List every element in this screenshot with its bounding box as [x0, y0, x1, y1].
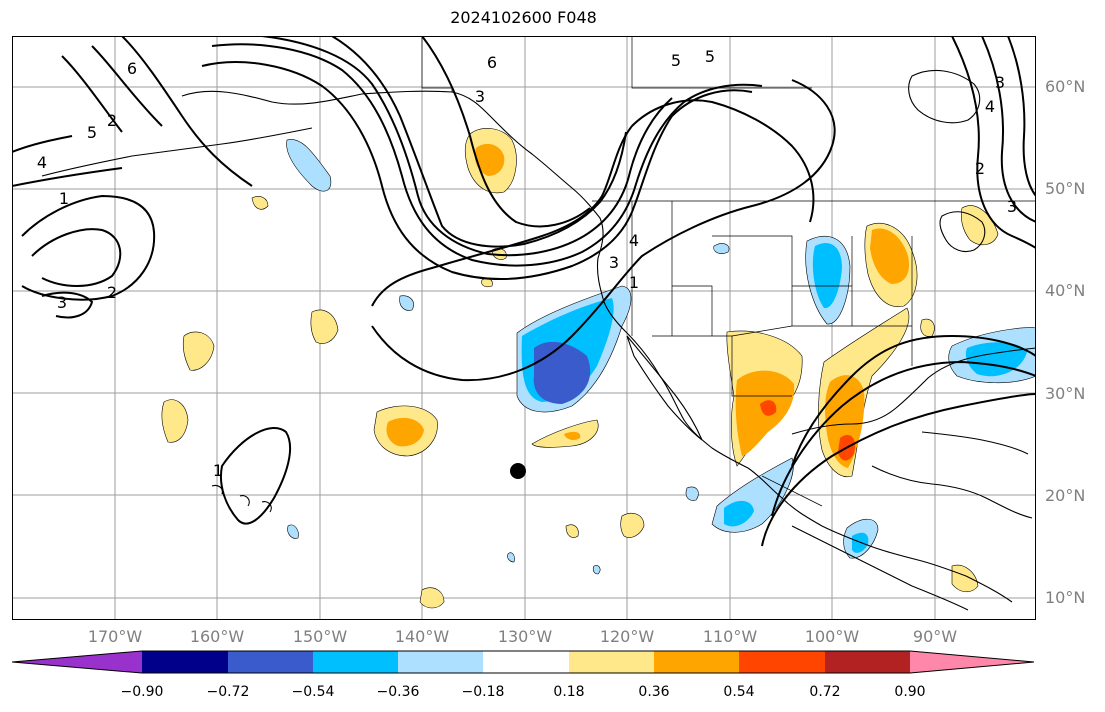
- contour-label: 3: [57, 293, 67, 312]
- great-lakes: [939, 211, 986, 253]
- contour-label: 1: [629, 273, 639, 292]
- contour-trough-a: [201, 61, 753, 281]
- yucatan-coast: [871, 465, 1033, 519]
- colorbar-segment: [910, 651, 1034, 673]
- lat-label: 20°N: [1045, 486, 1086, 505]
- colorbar-tick: −0.72: [206, 684, 250, 700]
- colorbar-tick: −0.54: [291, 684, 335, 700]
- coastlines: [41, 69, 1036, 611]
- contour-gulf-low-3: [761, 393, 1036, 547]
- storm-center-marker: [510, 463, 526, 479]
- colorbar-tick: −0.18: [461, 684, 505, 700]
- contour-cutoff-low-core: [41, 291, 94, 319]
- contour-lines: [12, 36, 1036, 547]
- contour-label: 6: [487, 53, 497, 72]
- aleutian-chain: [41, 127, 313, 177]
- contour-label: 2: [107, 283, 117, 302]
- contour-label: 6: [127, 59, 137, 78]
- lon-label: 130°W: [497, 627, 553, 646]
- contour-label: 5: [671, 51, 681, 70]
- contour-label: 2: [107, 111, 117, 130]
- lon-label: 120°W: [599, 627, 655, 646]
- contour-cutoff-low: [21, 194, 156, 301]
- lat-label: 40°N: [1045, 281, 1086, 300]
- baja-california: [626, 335, 703, 441]
- contour-gulf-low-1: [791, 334, 1036, 467]
- lon-label: 160°W: [189, 627, 245, 646]
- contour-trough-c: [261, 36, 673, 257]
- contour-label: 5: [705, 47, 715, 66]
- colorbar-segment: [228, 651, 313, 673]
- cuba: [921, 431, 1029, 455]
- colorbar-tick: −0.36: [376, 684, 420, 700]
- gulf-coast: [791, 347, 1036, 435]
- lon-label: 110°W: [702, 627, 758, 646]
- colorbar-segment: [825, 651, 910, 673]
- contour-west-3: [61, 55, 123, 133]
- contour-label: 1: [59, 189, 69, 208]
- lon-label: 150°W: [292, 627, 348, 646]
- colorbar-segment: [142, 651, 228, 673]
- colorbar-tick: −0.90: [120, 684, 164, 700]
- lat-label: 10°N: [1045, 588, 1086, 607]
- contour-west-1: [121, 36, 253, 187]
- map-frame: [12, 36, 1036, 620]
- colorbar-segment: [398, 651, 483, 673]
- contour-labels: 6 5 2 3 4 1 2 3 6 5 4 3 1 1 4 3 2 3 5: [37, 47, 1017, 480]
- map-canvas: 6 5 2 3 4 1 2 3 6 5 4 3 1 1 4 3 2 3 5: [12, 36, 1036, 620]
- contour-east-2: [981, 36, 1036, 223]
- colorbar-segment: [12, 651, 142, 673]
- contour-label: 3: [1007, 197, 1017, 216]
- central-america: [791, 525, 969, 611]
- contour-label: 3: [609, 253, 619, 272]
- contour-label: 3: [995, 73, 1005, 92]
- colorbar-segment: [569, 651, 654, 673]
- contour-ridge-1: [371, 99, 815, 307]
- colorbar: [12, 650, 1035, 674]
- map-panel: 6 5 2 3 4 1 2 3 6 5 4 3 1 1 4 3 2 3 5: [12, 36, 1036, 620]
- colorbar-segment: [739, 651, 825, 673]
- map-title: 2024102600 F048: [450, 8, 597, 27]
- contour-cutoff-low-inner: [31, 228, 122, 287]
- lat-label: 50°N: [1045, 179, 1086, 198]
- contour-ridge-2: [371, 79, 836, 382]
- colorbar-tick: 0.18: [553, 684, 585, 700]
- contour-label: 4: [37, 153, 47, 172]
- colorbar-segment: [313, 651, 398, 673]
- contour-label: 2: [975, 159, 985, 178]
- colorbar-tick: 0.72: [809, 684, 841, 700]
- lat-label: 60°N: [1045, 77, 1086, 96]
- hudson-bay: [908, 69, 981, 124]
- contour-label: 1: [213, 461, 223, 480]
- contour-label: 4: [985, 97, 995, 116]
- colorbar-tick: 0.36: [638, 684, 670, 700]
- north-america-west-coast: [181, 90, 1013, 603]
- colorbar-segment: [483, 651, 569, 673]
- lon-label: 100°W: [804, 627, 860, 646]
- contour-label: 4: [629, 231, 639, 250]
- contour-east-1: [951, 36, 1036, 249]
- contour-gulf-low-2: [771, 360, 1036, 517]
- contour-west-4: [12, 135, 73, 153]
- contour-east-3: [1007, 36, 1036, 197]
- contour-label: 3: [475, 87, 485, 106]
- neg-fill-offshore-core: [533, 341, 591, 404]
- contour-trough-d: [331, 36, 627, 248]
- lon-label: 90°W: [912, 627, 958, 646]
- contour-south-low: [220, 427, 291, 525]
- contour-label: 5: [87, 123, 97, 142]
- contour-trough-e: [421, 36, 591, 228]
- colorbar-tick: 0.54: [723, 684, 755, 700]
- lon-label: 140°W: [394, 627, 450, 646]
- lat-label: 30°N: [1045, 384, 1086, 403]
- colorbar-segment: [654, 651, 739, 673]
- contour-trough-b: [211, 43, 763, 267]
- colorbar-tick: 0.90: [894, 684, 926, 700]
- contour-west-2: [91, 45, 163, 127]
- lon-label: 170°W: [87, 627, 143, 646]
- contour-west-5: [12, 167, 123, 187]
